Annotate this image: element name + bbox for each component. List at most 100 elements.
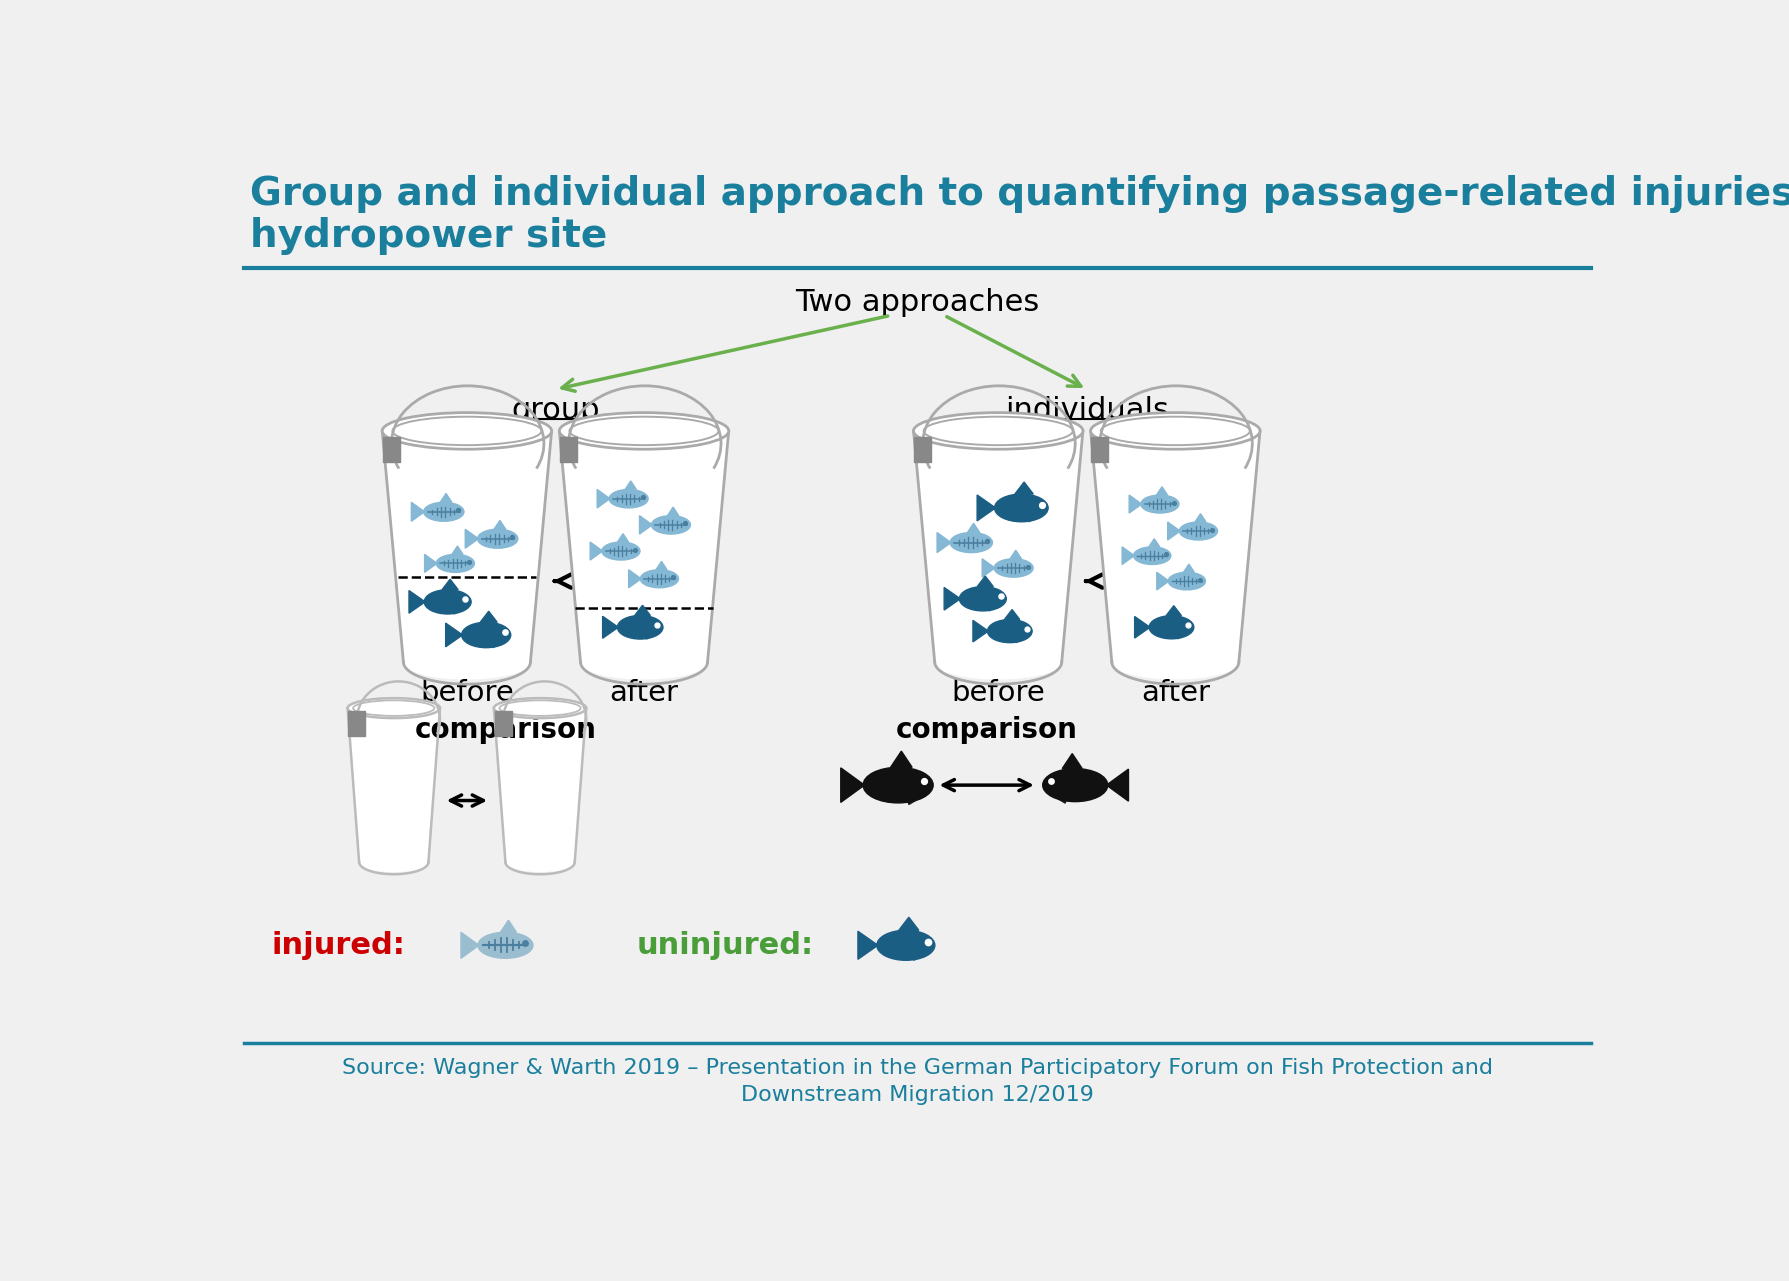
Polygon shape bbox=[445, 623, 462, 647]
Polygon shape bbox=[424, 555, 437, 573]
Text: before: before bbox=[420, 679, 513, 707]
Polygon shape bbox=[635, 606, 649, 615]
Polygon shape bbox=[891, 751, 912, 767]
Polygon shape bbox=[580, 662, 707, 679]
Polygon shape bbox=[598, 489, 610, 507]
Ellipse shape bbox=[608, 489, 648, 507]
Polygon shape bbox=[1014, 482, 1032, 494]
Ellipse shape bbox=[494, 698, 587, 719]
Polygon shape bbox=[898, 917, 918, 930]
Polygon shape bbox=[1090, 430, 1259, 662]
Polygon shape bbox=[347, 708, 440, 862]
Polygon shape bbox=[644, 628, 655, 639]
Ellipse shape bbox=[651, 516, 691, 534]
Ellipse shape bbox=[988, 620, 1032, 643]
Polygon shape bbox=[857, 931, 877, 959]
Polygon shape bbox=[1004, 610, 1020, 620]
Polygon shape bbox=[943, 588, 959, 610]
Polygon shape bbox=[462, 933, 479, 958]
Polygon shape bbox=[501, 920, 517, 933]
Polygon shape bbox=[628, 570, 640, 588]
Text: after: after bbox=[610, 679, 678, 707]
Ellipse shape bbox=[424, 589, 471, 614]
Polygon shape bbox=[617, 534, 628, 542]
Ellipse shape bbox=[993, 559, 1032, 578]
Ellipse shape bbox=[959, 587, 1005, 611]
Ellipse shape bbox=[347, 698, 440, 719]
Ellipse shape bbox=[424, 502, 463, 521]
Polygon shape bbox=[911, 945, 923, 961]
Ellipse shape bbox=[462, 623, 510, 648]
Polygon shape bbox=[442, 579, 458, 589]
Ellipse shape bbox=[1149, 616, 1193, 639]
Polygon shape bbox=[451, 546, 463, 555]
Polygon shape bbox=[1025, 509, 1038, 521]
Text: injured:: injured: bbox=[272, 931, 404, 959]
Polygon shape bbox=[1165, 606, 1181, 616]
Polygon shape bbox=[982, 559, 995, 578]
Polygon shape bbox=[841, 767, 864, 802]
Polygon shape bbox=[1091, 437, 1107, 461]
Polygon shape bbox=[914, 437, 930, 461]
Text: Downstream Migration 12/2019: Downstream Migration 12/2019 bbox=[741, 1085, 1093, 1106]
Text: comparison: comparison bbox=[894, 716, 1077, 744]
Polygon shape bbox=[494, 708, 587, 862]
Polygon shape bbox=[1111, 662, 1238, 679]
Ellipse shape bbox=[640, 570, 678, 588]
Ellipse shape bbox=[383, 412, 551, 450]
Polygon shape bbox=[1175, 628, 1184, 639]
Polygon shape bbox=[1013, 632, 1023, 643]
Polygon shape bbox=[977, 576, 993, 587]
Polygon shape bbox=[667, 507, 678, 516]
Text: Group and individual approach to quantifying passage-related injuries at a: Group and individual approach to quantif… bbox=[250, 175, 1789, 213]
Polygon shape bbox=[973, 620, 988, 642]
Text: comparison: comparison bbox=[415, 716, 596, 744]
Polygon shape bbox=[966, 524, 979, 533]
Polygon shape bbox=[360, 862, 428, 871]
Polygon shape bbox=[349, 711, 365, 737]
Polygon shape bbox=[1054, 785, 1070, 803]
Ellipse shape bbox=[877, 930, 934, 961]
Polygon shape bbox=[1129, 494, 1141, 514]
Ellipse shape bbox=[1090, 412, 1259, 450]
Polygon shape bbox=[440, 493, 451, 502]
Ellipse shape bbox=[912, 412, 1082, 450]
Polygon shape bbox=[639, 516, 651, 534]
Polygon shape bbox=[624, 480, 637, 489]
Polygon shape bbox=[403, 662, 530, 679]
Ellipse shape bbox=[1132, 547, 1170, 565]
Polygon shape bbox=[383, 430, 551, 662]
Polygon shape bbox=[1106, 769, 1127, 801]
Polygon shape bbox=[479, 611, 497, 623]
Polygon shape bbox=[558, 430, 728, 662]
Polygon shape bbox=[590, 542, 603, 560]
Polygon shape bbox=[903, 785, 920, 804]
Polygon shape bbox=[912, 430, 1082, 662]
Ellipse shape bbox=[478, 933, 533, 958]
Polygon shape bbox=[1195, 514, 1206, 523]
Text: before: before bbox=[950, 679, 1045, 707]
Polygon shape bbox=[494, 520, 506, 529]
Polygon shape bbox=[560, 437, 576, 461]
Ellipse shape bbox=[1140, 494, 1179, 514]
Ellipse shape bbox=[995, 494, 1048, 521]
Polygon shape bbox=[1166, 523, 1179, 541]
Polygon shape bbox=[986, 598, 996, 611]
Polygon shape bbox=[1183, 564, 1193, 573]
Ellipse shape bbox=[558, 412, 728, 450]
Ellipse shape bbox=[1043, 769, 1107, 802]
Polygon shape bbox=[655, 561, 667, 570]
Ellipse shape bbox=[950, 533, 991, 552]
Polygon shape bbox=[1149, 539, 1159, 547]
Polygon shape bbox=[1122, 547, 1134, 565]
Polygon shape bbox=[1134, 616, 1149, 638]
Polygon shape bbox=[1156, 573, 1168, 589]
Ellipse shape bbox=[1168, 573, 1204, 589]
Text: group: group bbox=[512, 396, 599, 425]
Polygon shape bbox=[411, 502, 424, 521]
Text: Source: Wagner & Warth 2019 – Presentation in the German Participatory Forum on : Source: Wagner & Warth 2019 – Presentati… bbox=[342, 1058, 1492, 1079]
Polygon shape bbox=[465, 529, 478, 548]
Polygon shape bbox=[1009, 551, 1022, 559]
Polygon shape bbox=[494, 711, 512, 737]
Polygon shape bbox=[383, 437, 399, 461]
